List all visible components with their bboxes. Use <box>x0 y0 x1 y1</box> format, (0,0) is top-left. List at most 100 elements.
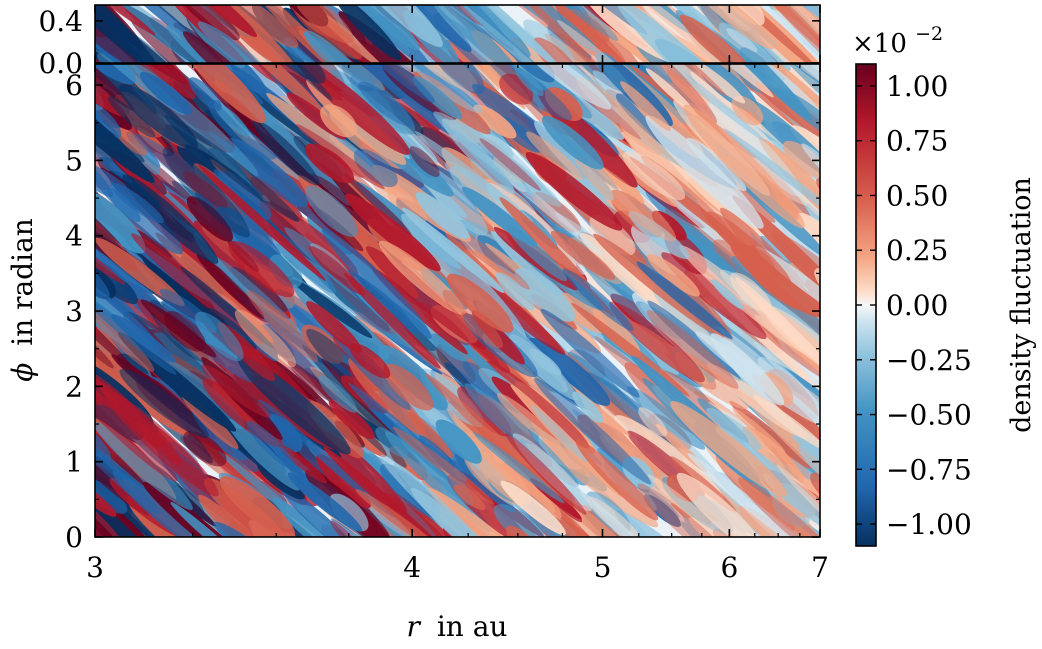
heatmap-streak <box>188 77 222 111</box>
heatmap-streak <box>730 272 773 314</box>
x-axis-label: r in au <box>407 610 508 643</box>
heatmap-streak <box>353 149 398 188</box>
heatmap-streak <box>429 64 485 94</box>
heatmap-streak <box>710 333 785 406</box>
heatmap-streak <box>726 28 758 53</box>
heatmap-streak <box>329 493 369 532</box>
heatmap-streak <box>306 301 362 353</box>
heatmap-streak <box>178 5 240 41</box>
heatmap-streak <box>221 5 299 48</box>
heatmap-streak <box>392 426 495 505</box>
heatmap-streak <box>435 419 482 464</box>
heatmap-streak <box>221 64 328 118</box>
heatmap-streak <box>758 137 820 249</box>
heatmap-streak <box>822 429 861 468</box>
heatmap-streak <box>103 389 219 497</box>
top-heatmap-streaks <box>95 5 820 63</box>
heatmap-streak <box>95 432 161 515</box>
heatmap-streak <box>493 504 546 537</box>
heatmap-streak <box>304 143 355 184</box>
heatmap-streak <box>365 246 487 350</box>
heatmap-streak <box>473 432 565 504</box>
main-x-axis: 3 4 5 6 7 <box>86 5 829 584</box>
heatmap-streak <box>621 64 718 124</box>
heatmap-streak <box>217 171 272 221</box>
heatmap-streak <box>330 520 365 537</box>
y-tick-label: 2 <box>65 370 83 403</box>
heatmap-streak <box>119 64 196 100</box>
colorbar-tick-label: 0.75 <box>886 125 948 158</box>
heatmap-streak <box>505 433 587 515</box>
heatmap-streak <box>218 450 324 537</box>
heatmap-streak <box>343 272 441 369</box>
heatmap-streak <box>383 492 477 537</box>
heatmap-streak <box>108 96 156 138</box>
heatmap-streak <box>201 364 271 418</box>
heatmap-streak <box>729 400 812 469</box>
heatmap-streak <box>636 43 696 63</box>
heatmap-streak <box>95 325 114 369</box>
heatmap-streak <box>711 279 744 310</box>
heatmap-streak <box>790 125 820 205</box>
x-tick-label: 5 <box>594 551 612 584</box>
heatmap-streak <box>197 21 275 63</box>
heatmap-streak <box>687 453 810 537</box>
heatmap-streak <box>638 407 668 437</box>
heatmap-streak <box>170 149 201 178</box>
heatmap-streak <box>328 399 375 440</box>
x-tick-label: 4 <box>403 551 421 584</box>
heatmap-streak <box>724 128 820 227</box>
heatmap-streak <box>755 64 820 92</box>
heatmap-streak <box>291 64 384 91</box>
heatmap-streak <box>162 147 250 238</box>
heatmap-streak <box>526 131 583 180</box>
heatmap-streak <box>753 5 820 63</box>
heatmap-streak <box>512 433 592 511</box>
heatmap-streak <box>732 408 786 454</box>
heatmap-streak <box>274 289 338 340</box>
heatmap-streak <box>217 205 285 267</box>
heatmap-streak <box>645 68 697 116</box>
heatmap-streak <box>762 304 820 384</box>
x-axis-text: in au <box>437 610 508 643</box>
y-tick-label: 1 <box>65 446 83 479</box>
y-axis-label: ϕ in radian <box>6 218 39 382</box>
heatmap-streak <box>591 106 620 133</box>
heatmap-streak <box>541 116 604 170</box>
y-tick-label: 5 <box>65 144 83 177</box>
heatmap-streak <box>571 500 639 537</box>
heatmap-streak <box>636 261 733 340</box>
y-tick-label: 4 <box>65 220 83 253</box>
heatmap-streak <box>95 366 120 410</box>
colorbar-tick-label: −0.25 <box>886 344 972 377</box>
heatmap-streak <box>185 5 257 38</box>
heatmap-streak <box>661 252 767 340</box>
colorbar-label: density fluctuation <box>1006 177 1037 433</box>
heatmap-streak <box>516 5 619 41</box>
heatmap-streak <box>647 300 742 382</box>
heatmap-streak <box>259 200 359 277</box>
heatmap-streak <box>621 131 715 207</box>
heatmap-streak <box>695 5 775 50</box>
heatmap-streak <box>219 476 296 537</box>
heatmap-streak <box>164 114 300 222</box>
heatmap-streak <box>579 232 715 346</box>
heatmap-streak <box>378 240 466 315</box>
heatmap-streak <box>226 418 300 491</box>
heatmap-streak <box>686 137 747 192</box>
heatmap-streak <box>609 301 705 383</box>
heatmap-streak <box>540 308 640 398</box>
heatmap-streak <box>349 343 391 379</box>
colorbar-tick-label: −1.00 <box>886 508 972 541</box>
heatmap-streak <box>647 254 700 297</box>
heatmap-streak <box>776 464 820 537</box>
heatmap-streak <box>471 310 525 365</box>
heatmap-streak <box>139 71 193 115</box>
colorbar-tick-label: 0.50 <box>886 179 948 212</box>
heatmap-streak <box>706 407 762 450</box>
heatmap-streak <box>140 299 217 358</box>
heatmap-streak <box>95 478 117 517</box>
heatmap-streak <box>303 32 381 63</box>
top-y-axis: 0.00.4 <box>38 5 820 80</box>
